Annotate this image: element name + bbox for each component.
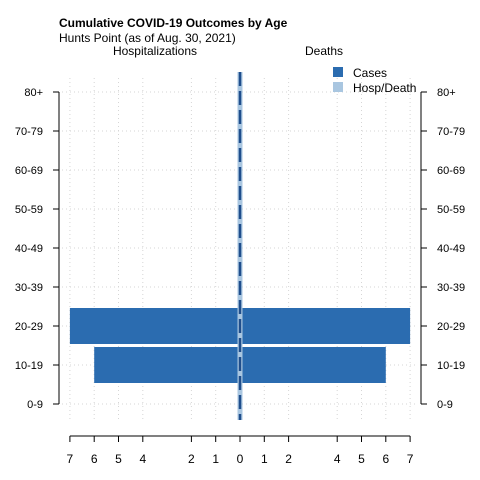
chart-title: Cumulative COVID-19 Outcomes by Age (59, 16, 288, 30)
x-tick-label: 2 (188, 452, 195, 466)
left-header: Hospitalizations (113, 44, 197, 58)
bar-left-cases-10-19 (94, 347, 240, 383)
bar-right-cases-20-29 (240, 308, 411, 344)
legend-label-hosp-death: Hosp/Death (353, 81, 416, 95)
left-category-label: 30-39 (15, 282, 43, 294)
legend-swatch-cases (333, 67, 343, 77)
right-category-label: 70-79 (437, 126, 465, 138)
right-category-label: 40-49 (437, 243, 465, 255)
right-category-label: 80+ (437, 87, 456, 99)
x-tick-label: 5 (358, 452, 365, 466)
x-tick-label: 1 (212, 452, 219, 466)
right-category-label: 10-19 (437, 360, 465, 372)
x-tick-label: 1 (261, 452, 268, 466)
x-tick-label: 2 (285, 452, 292, 466)
axes-group: 0-9 0-9 10-19 10-19 20-29 20-29 30-39 30-39 40-4… (15, 87, 465, 466)
x-tick-label: 7 (407, 452, 414, 466)
left-category-label: 60-69 (15, 165, 43, 177)
right-category-label: 20-29 (437, 321, 465, 333)
x-tick-label: 0 (237, 452, 244, 466)
x-tick-label: 7 (67, 452, 74, 466)
right-category-label: 50-59 (437, 204, 465, 216)
bars-group (69, 72, 411, 420)
legend-swatch-hosp-death (333, 82, 343, 92)
left-category-label: 10-19 (15, 360, 43, 372)
left-category-label: 20-29 (15, 321, 43, 333)
x-tick-label: 6 (91, 452, 98, 466)
left-category-label: 50-59 (15, 204, 43, 216)
left-category-label: 40-49 (15, 243, 43, 255)
right-category-label: 30-39 (437, 282, 465, 294)
right-header: Deaths (305, 44, 343, 58)
chart-subtitle: Hunts Point (as of Aug. 30, 2021) (59, 31, 236, 45)
left-category-label: 70-79 (15, 126, 43, 138)
x-tick-label: 4 (334, 452, 341, 466)
bar-left-cases-20-29 (69, 308, 241, 344)
right-category-label: 60-69 (437, 165, 465, 177)
right-category-label: 0-9 (437, 399, 453, 411)
left-category-label: 80+ (24, 87, 43, 99)
bar-right-cases-10-19 (240, 347, 386, 383)
x-tick-label: 6 (382, 452, 389, 466)
x-tick-label: 4 (139, 452, 146, 466)
x-tick-label: 5 (115, 452, 122, 466)
legend: Cases Hosp/Death (333, 66, 416, 95)
left-category-label: 0-9 (27, 399, 43, 411)
legend-label-cases: Cases (353, 66, 387, 80)
